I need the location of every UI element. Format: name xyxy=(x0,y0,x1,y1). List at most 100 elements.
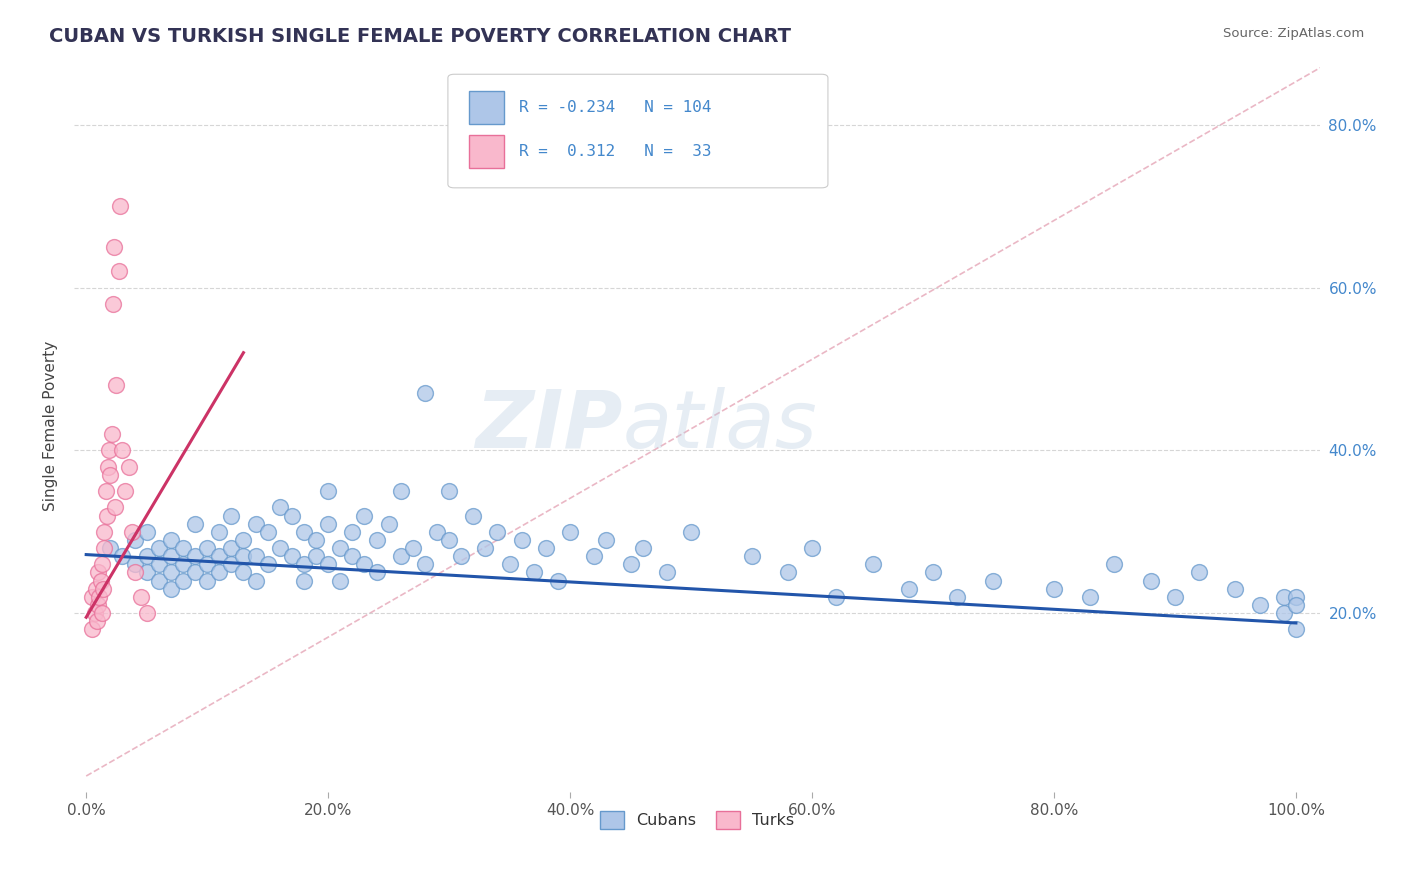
Point xyxy=(148,558,170,572)
Point xyxy=(135,606,157,620)
Text: Source: ZipAtlas.com: Source: ZipAtlas.com xyxy=(1223,27,1364,40)
Point xyxy=(413,386,436,401)
Point xyxy=(184,516,207,531)
Point xyxy=(353,508,375,523)
FancyBboxPatch shape xyxy=(470,135,503,168)
Point xyxy=(121,524,143,539)
Point xyxy=(329,574,352,588)
Point xyxy=(232,566,254,580)
Point xyxy=(124,533,146,547)
Point xyxy=(208,524,231,539)
Point xyxy=(547,574,569,588)
Text: ZIP: ZIP xyxy=(475,387,623,465)
Point xyxy=(1285,590,1308,604)
Point xyxy=(108,264,131,278)
Point xyxy=(93,524,115,539)
Point xyxy=(619,558,641,572)
Point xyxy=(595,533,617,547)
Point xyxy=(353,558,375,572)
Point xyxy=(103,240,125,254)
Point xyxy=(100,467,122,482)
Point xyxy=(825,590,848,604)
Point xyxy=(681,524,703,539)
FancyBboxPatch shape xyxy=(449,74,828,188)
Point xyxy=(1104,558,1126,572)
Point xyxy=(486,524,509,539)
Point xyxy=(897,582,920,596)
Point xyxy=(316,484,339,499)
Point xyxy=(208,566,231,580)
Point xyxy=(108,199,131,213)
Point xyxy=(129,590,152,604)
Point xyxy=(98,443,121,458)
Point xyxy=(172,541,194,555)
Point xyxy=(221,558,243,572)
Text: atlas: atlas xyxy=(623,387,817,465)
Point xyxy=(463,508,485,523)
Point xyxy=(1225,582,1247,596)
Point xyxy=(583,549,606,564)
Point xyxy=(437,533,460,547)
Point xyxy=(269,541,291,555)
Point xyxy=(82,623,104,637)
Point xyxy=(172,558,194,572)
Point xyxy=(82,590,104,604)
Point xyxy=(245,549,267,564)
Point xyxy=(342,524,364,539)
Point xyxy=(1285,598,1308,612)
Point xyxy=(87,566,110,580)
Point xyxy=(184,566,207,580)
Point xyxy=(100,541,122,555)
Text: CUBAN VS TURKISH SINGLE FEMALE POVERTY CORRELATION CHART: CUBAN VS TURKISH SINGLE FEMALE POVERTY C… xyxy=(49,27,792,45)
Point xyxy=(117,459,139,474)
Point xyxy=(631,541,654,555)
Point xyxy=(245,516,267,531)
Point xyxy=(474,541,496,555)
Point xyxy=(89,590,111,604)
Point xyxy=(534,541,557,555)
Point xyxy=(342,549,364,564)
Point xyxy=(862,558,884,572)
Text: R = -0.234   N = 104: R = -0.234 N = 104 xyxy=(519,100,711,115)
Point xyxy=(94,484,117,499)
Point xyxy=(922,566,945,580)
Point xyxy=(256,558,278,572)
Point xyxy=(946,590,969,604)
Point xyxy=(184,549,207,564)
Point xyxy=(111,549,134,564)
Point xyxy=(366,566,388,580)
Point xyxy=(776,566,799,580)
Point xyxy=(1272,590,1295,604)
Point xyxy=(172,574,194,588)
Point xyxy=(135,549,157,564)
Point xyxy=(135,566,157,580)
Point xyxy=(413,558,436,572)
Point xyxy=(135,524,157,539)
Point xyxy=(91,582,114,596)
Point xyxy=(114,484,136,499)
Point xyxy=(124,558,146,572)
Point xyxy=(90,574,112,588)
Point xyxy=(104,500,127,515)
Point xyxy=(426,524,449,539)
FancyBboxPatch shape xyxy=(470,91,503,124)
Y-axis label: Single Female Poverty: Single Female Poverty xyxy=(44,341,58,511)
Point xyxy=(101,297,124,311)
Point xyxy=(1272,606,1295,620)
Point xyxy=(402,541,425,555)
Point xyxy=(84,582,107,596)
Point xyxy=(111,443,134,458)
Point xyxy=(292,558,315,572)
Point xyxy=(498,558,520,572)
Point xyxy=(558,524,581,539)
Point xyxy=(195,541,218,555)
Point xyxy=(437,484,460,499)
Point xyxy=(105,378,128,392)
Point xyxy=(93,541,115,555)
Point xyxy=(83,606,105,620)
Point xyxy=(377,516,399,531)
Point xyxy=(389,484,412,499)
Point xyxy=(195,574,218,588)
Point xyxy=(1139,574,1161,588)
Point xyxy=(160,582,183,596)
